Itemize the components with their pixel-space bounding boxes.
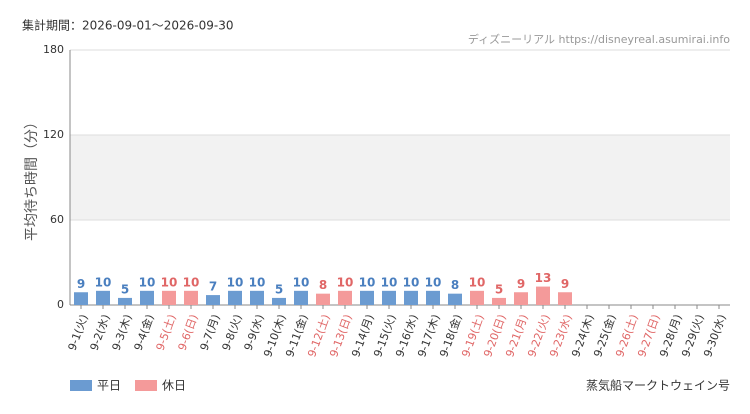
y-tick-label: 120 [43, 128, 64, 141]
x-tick-label: 9-9(水) [242, 313, 267, 353]
bar [316, 293, 330, 305]
bar [426, 290, 440, 305]
x-tick-label: 9-7(月) [198, 313, 223, 353]
value-label: 5 [275, 282, 283, 296]
legend-label: 平日 [97, 379, 121, 393]
x-tick-label: 9-1(火) [66, 313, 91, 353]
value-label: 10 [469, 275, 486, 289]
value-label: 5 [121, 282, 129, 296]
bar [118, 297, 132, 305]
value-label: 10 [139, 275, 156, 289]
bar [184, 290, 198, 305]
value-label: 10 [161, 275, 178, 289]
bar [558, 292, 572, 305]
bar [206, 295, 220, 305]
y-tick-label: 0 [57, 298, 64, 311]
bar [536, 286, 550, 305]
value-label: 5 [495, 282, 503, 296]
value-label: 10 [337, 275, 354, 289]
period: 集計期間：2026-09-01～2026-09-30 [22, 18, 233, 33]
x-tick-label: 9-4(金) [131, 312, 157, 352]
bar [228, 290, 242, 305]
value-label: 13 [535, 271, 552, 285]
value-label: 10 [425, 275, 442, 289]
y-tick-label: 60 [50, 213, 64, 226]
value-label: 10 [403, 275, 420, 289]
value-label: 8 [451, 278, 459, 292]
bar [162, 290, 176, 305]
value-label: 10 [95, 275, 112, 289]
value-label: 7 [209, 280, 217, 294]
value-label: 9 [561, 277, 569, 291]
bar [338, 290, 352, 305]
bar [382, 290, 396, 305]
bar [492, 297, 506, 305]
y-axis-label: 平均待ち時間（分） [24, 115, 40, 241]
bar [250, 290, 264, 305]
legend-label: 休日 [162, 379, 186, 393]
value-label: 9 [77, 277, 85, 291]
bar [360, 290, 374, 305]
bar [470, 290, 484, 305]
value-label: 10 [227, 275, 244, 289]
bar [74, 292, 88, 305]
x-tick-label: 9-2(水) [88, 313, 113, 353]
footer: 蒸気船マークトウェイン号 [586, 378, 730, 393]
bar [514, 292, 528, 305]
bar [448, 293, 462, 305]
value-label: 10 [293, 275, 310, 289]
legend-swatch [70, 380, 92, 391]
bar [404, 290, 418, 305]
x-tick-label: 9-8(火) [220, 313, 245, 353]
bar [140, 290, 154, 305]
y-tick-label: 180 [43, 43, 64, 56]
value-label: 8 [319, 278, 327, 292]
source: ディズニーリアル https://disneyreal.asumirai.inf… [468, 32, 730, 46]
x-tick-label: 9-5(土) [154, 313, 179, 353]
value-label: 10 [249, 275, 266, 289]
bar [96, 290, 110, 305]
bar [294, 290, 308, 305]
legend-swatch [135, 380, 157, 391]
bar [272, 297, 286, 305]
x-tick-label: 9-6(日) [176, 313, 201, 353]
value-label: 10 [359, 275, 376, 289]
x-tick-label: 9-3(木) [110, 313, 135, 353]
value-label: 10 [183, 275, 200, 289]
value-label: 9 [517, 277, 525, 291]
value-label: 10 [381, 275, 398, 289]
grid-band [70, 135, 730, 220]
